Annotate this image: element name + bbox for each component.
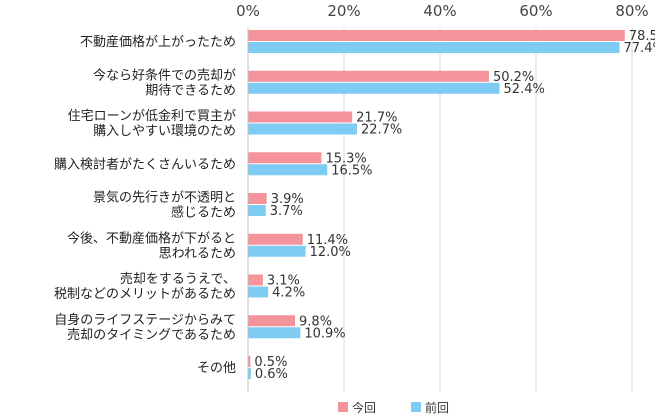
category-label: 不動産価格が上がったため <box>80 34 236 50</box>
category-label: 住宅ローンが低金利で買主が <box>68 108 236 124</box>
data-label: 0.5% <box>254 355 287 370</box>
x-tick-label: 80% <box>615 2 648 20</box>
data-label: 21.7% <box>356 111 397 126</box>
legend-label: 前回 <box>425 400 449 415</box>
bar-previous <box>248 368 251 379</box>
bar-previous <box>248 82 500 94</box>
bar-current <box>248 70 489 82</box>
data-label: 4.2% <box>272 286 305 301</box>
bar-previous <box>248 327 301 339</box>
data-label: 15.3% <box>325 151 366 166</box>
legend-label: 今回 <box>352 400 376 415</box>
x-tick-label: 40% <box>423 2 456 20</box>
category-label: 景気の先行きが不透明と <box>93 190 236 206</box>
data-label: 50.2% <box>493 70 534 85</box>
bar-current <box>248 356 251 367</box>
data-label: 9.8% <box>299 314 332 329</box>
bar-current <box>248 30 625 41</box>
data-label: 77.4% <box>624 41 655 56</box>
data-label: 0.6% <box>255 367 288 382</box>
category-label: 今なら好条件での売却が <box>93 67 236 83</box>
data-label: 3.7% <box>270 204 303 219</box>
data-label: 78.5% <box>629 29 655 44</box>
category-label: その他 <box>197 361 236 376</box>
bar-previous <box>248 123 357 135</box>
category-label: 売却のタイミングであるため <box>67 327 236 343</box>
x-tick-label: 0% <box>236 2 260 20</box>
data-label: 3.9% <box>271 192 304 207</box>
data-label: 12.0% <box>310 245 351 260</box>
category-label: 購入しやすい環境のため <box>93 124 236 139</box>
legend-swatch <box>411 402 421 412</box>
category-label: 購入検討者がたくさんいるため <box>54 156 236 172</box>
data-label: 22.7% <box>361 123 402 138</box>
category-label: 感じるため <box>171 205 236 221</box>
x-tick-label: 20% <box>327 2 360 20</box>
category-label: 期待できるため <box>145 83 236 98</box>
category-label: 今後、不動産価格が下がると <box>67 230 236 246</box>
bar-previous <box>248 286 269 298</box>
bar-previous <box>248 42 620 53</box>
bar-current <box>248 111 353 123</box>
bar-current <box>248 315 296 327</box>
data-label: 52.4% <box>504 82 545 97</box>
bar-current <box>248 274 263 286</box>
bar-previous <box>248 245 306 257</box>
bar-previous <box>248 164 328 176</box>
category-label: 自身のライフステージからみて <box>54 312 236 328</box>
category-label: 思われるため <box>159 246 236 261</box>
data-label: 10.9% <box>304 326 345 341</box>
bar-previous <box>248 205 266 216</box>
bar-current <box>248 233 303 245</box>
data-label: 11.4% <box>307 233 348 248</box>
bar-current <box>248 152 322 164</box>
category-label: 売却をするうえで、 <box>120 271 236 287</box>
data-label: 3.1% <box>267 274 300 289</box>
data-label: 16.5% <box>331 163 372 178</box>
x-tick-label: 60% <box>519 2 552 20</box>
category-label: 税制などのメリットがあるため <box>54 287 236 302</box>
bar-current <box>248 193 267 204</box>
legend-swatch <box>338 402 348 412</box>
